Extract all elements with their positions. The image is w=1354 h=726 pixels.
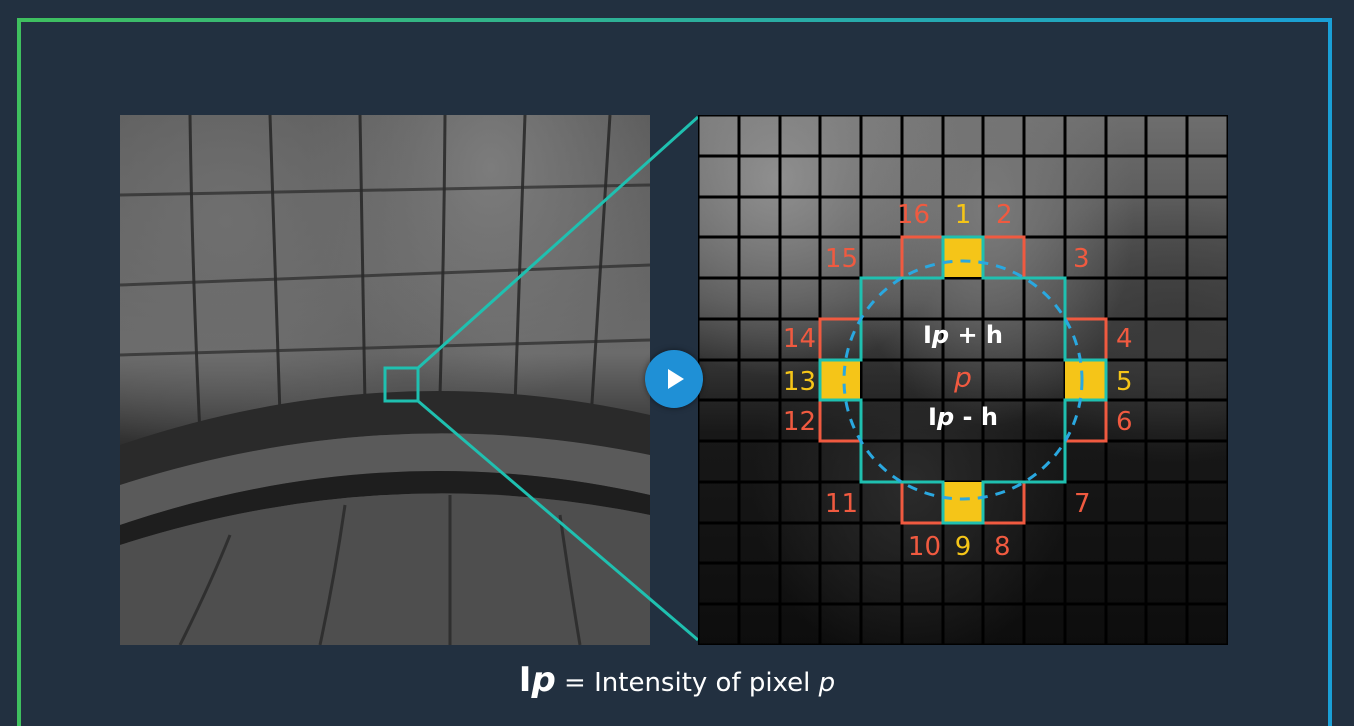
label-12: 12	[783, 407, 816, 437]
label-10: 10	[908, 532, 941, 562]
inner-ring-outline	[818, 235, 1108, 525]
caption-text: = Intensity of pixel	[555, 668, 819, 698]
label-5: 5	[1116, 367, 1133, 397]
pixel-13-highlight	[820, 360, 860, 400]
play-button[interactable]	[645, 350, 703, 408]
label-6: 6	[1116, 407, 1133, 437]
arch-texture	[120, 115, 650, 645]
label-16: 16	[897, 200, 930, 230]
play-icon	[668, 369, 684, 389]
arch-photo	[120, 115, 650, 645]
upper-threshold-label: Ip + h	[923, 321, 1003, 349]
caption-symbol-var: p	[531, 660, 556, 700]
zoom-selection-box	[383, 366, 420, 403]
pixel-5-highlight	[1065, 360, 1105, 400]
label-8: 8	[994, 532, 1011, 562]
label-4: 4	[1116, 324, 1133, 354]
label-7: 7	[1074, 489, 1091, 519]
label-1: 1	[955, 200, 972, 230]
caption: Ip = Intensity of pixel p	[0, 660, 1354, 700]
label-2: 2	[996, 200, 1013, 230]
label-3: 3	[1073, 244, 1090, 274]
caption-symbol: I	[518, 660, 532, 700]
label-11: 11	[825, 489, 858, 519]
center-pixel-label: p	[953, 361, 972, 394]
label-14: 14	[783, 324, 816, 354]
label-9: 9	[955, 532, 972, 562]
grid-diagram: 16 1 2 3 4 5 6 7 8 9 10 11 12 13 14 15 I…	[698, 115, 1228, 645]
label-13: 13	[783, 367, 816, 397]
pixel-9-highlight	[943, 482, 983, 522]
bresenham-circle	[842, 259, 1084, 501]
lower-threshold-label: Ip - h	[928, 403, 998, 431]
pixel-1-highlight	[943, 237, 983, 277]
label-15: 15	[825, 244, 858, 274]
zoomed-pixel-grid: 16 1 2 3 4 5 6 7 8 9 10 11 12 13 14 15 I…	[698, 115, 1228, 645]
caption-var: p	[818, 668, 836, 698]
